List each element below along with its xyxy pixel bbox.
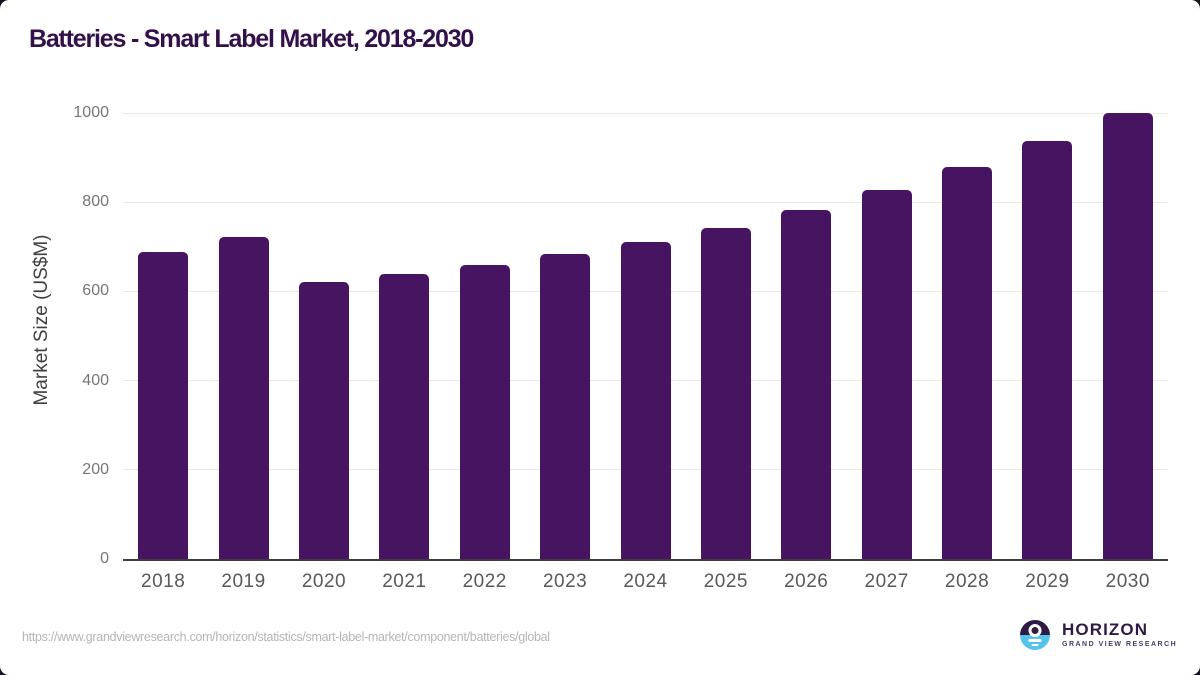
x-axis-line [123, 559, 1168, 561]
x-tick-label-2030: 2030 [1105, 571, 1150, 592]
x-tick-label-2021: 2021 [382, 571, 427, 592]
logo-text: HORIZON GRAND VIEW RESEARCH [1062, 621, 1177, 649]
x-tick-label-2023: 2023 [542, 571, 588, 592]
brand-subtitle: GRAND VIEW RESEARCH [1062, 641, 1178, 648]
bar-2028 [942, 166, 993, 559]
y-tick-label-0: 0 [100, 550, 109, 567]
y-tick-label-400: 400 [82, 371, 109, 389]
bar-2024 [620, 242, 671, 559]
x-tick-label-2020: 2020 [301, 571, 347, 592]
x-tick-label-2022: 2022 [462, 571, 507, 592]
horizon-sun-logo-icon [1020, 620, 1050, 650]
bar-2029 [1022, 141, 1073, 559]
x-tick-label-2029: 2029 [1025, 571, 1070, 592]
x-tick-label-2024: 2024 [623, 571, 668, 592]
logo-sun-icon [1028, 624, 1042, 637]
logo-sea-half [1020, 635, 1050, 650]
y-tick-label-600: 600 [82, 282, 109, 300]
x-tick-label-2025: 2025 [703, 571, 749, 592]
x-tick-label-2027: 2027 [864, 571, 909, 592]
brand-name: HORIZON [1062, 620, 1149, 639]
x-tick-label-2019: 2019 [221, 571, 266, 592]
x-tick-label-2028: 2028 [944, 571, 990, 592]
bar-2020 [298, 282, 349, 559]
bar-2025 [700, 227, 751, 559]
logo-reflection-line [1028, 639, 1042, 642]
gridline-800 [123, 201, 1168, 203]
chart-title: Batteries - Smart Label Market, 2018-203… [29, 25, 474, 53]
bar-2018 [138, 251, 189, 559]
source-url: https://www.grandviewresearch.com/horizo… [22, 630, 550, 644]
bar-2023 [540, 253, 591, 559]
brand-logo: HORIZON GRAND VIEW RESEARCH [1020, 620, 1177, 650]
bar-2021 [379, 274, 430, 559]
gridline-1000 [123, 112, 1168, 114]
bar-2026 [781, 209, 832, 559]
y-tick-label-800: 800 [82, 193, 109, 211]
y-tick-label-200: 200 [82, 460, 109, 478]
bar-2022 [459, 264, 510, 559]
x-tick-label-2026: 2026 [784, 571, 829, 592]
x-tick-label-2018: 2018 [141, 571, 186, 592]
bar-2027 [861, 189, 912, 559]
y-tick-label-1000: 1000 [73, 104, 109, 121]
logo-reflection-line [1031, 643, 1039, 646]
bar-2030 [1102, 113, 1153, 559]
bar-2019 [218, 236, 269, 559]
